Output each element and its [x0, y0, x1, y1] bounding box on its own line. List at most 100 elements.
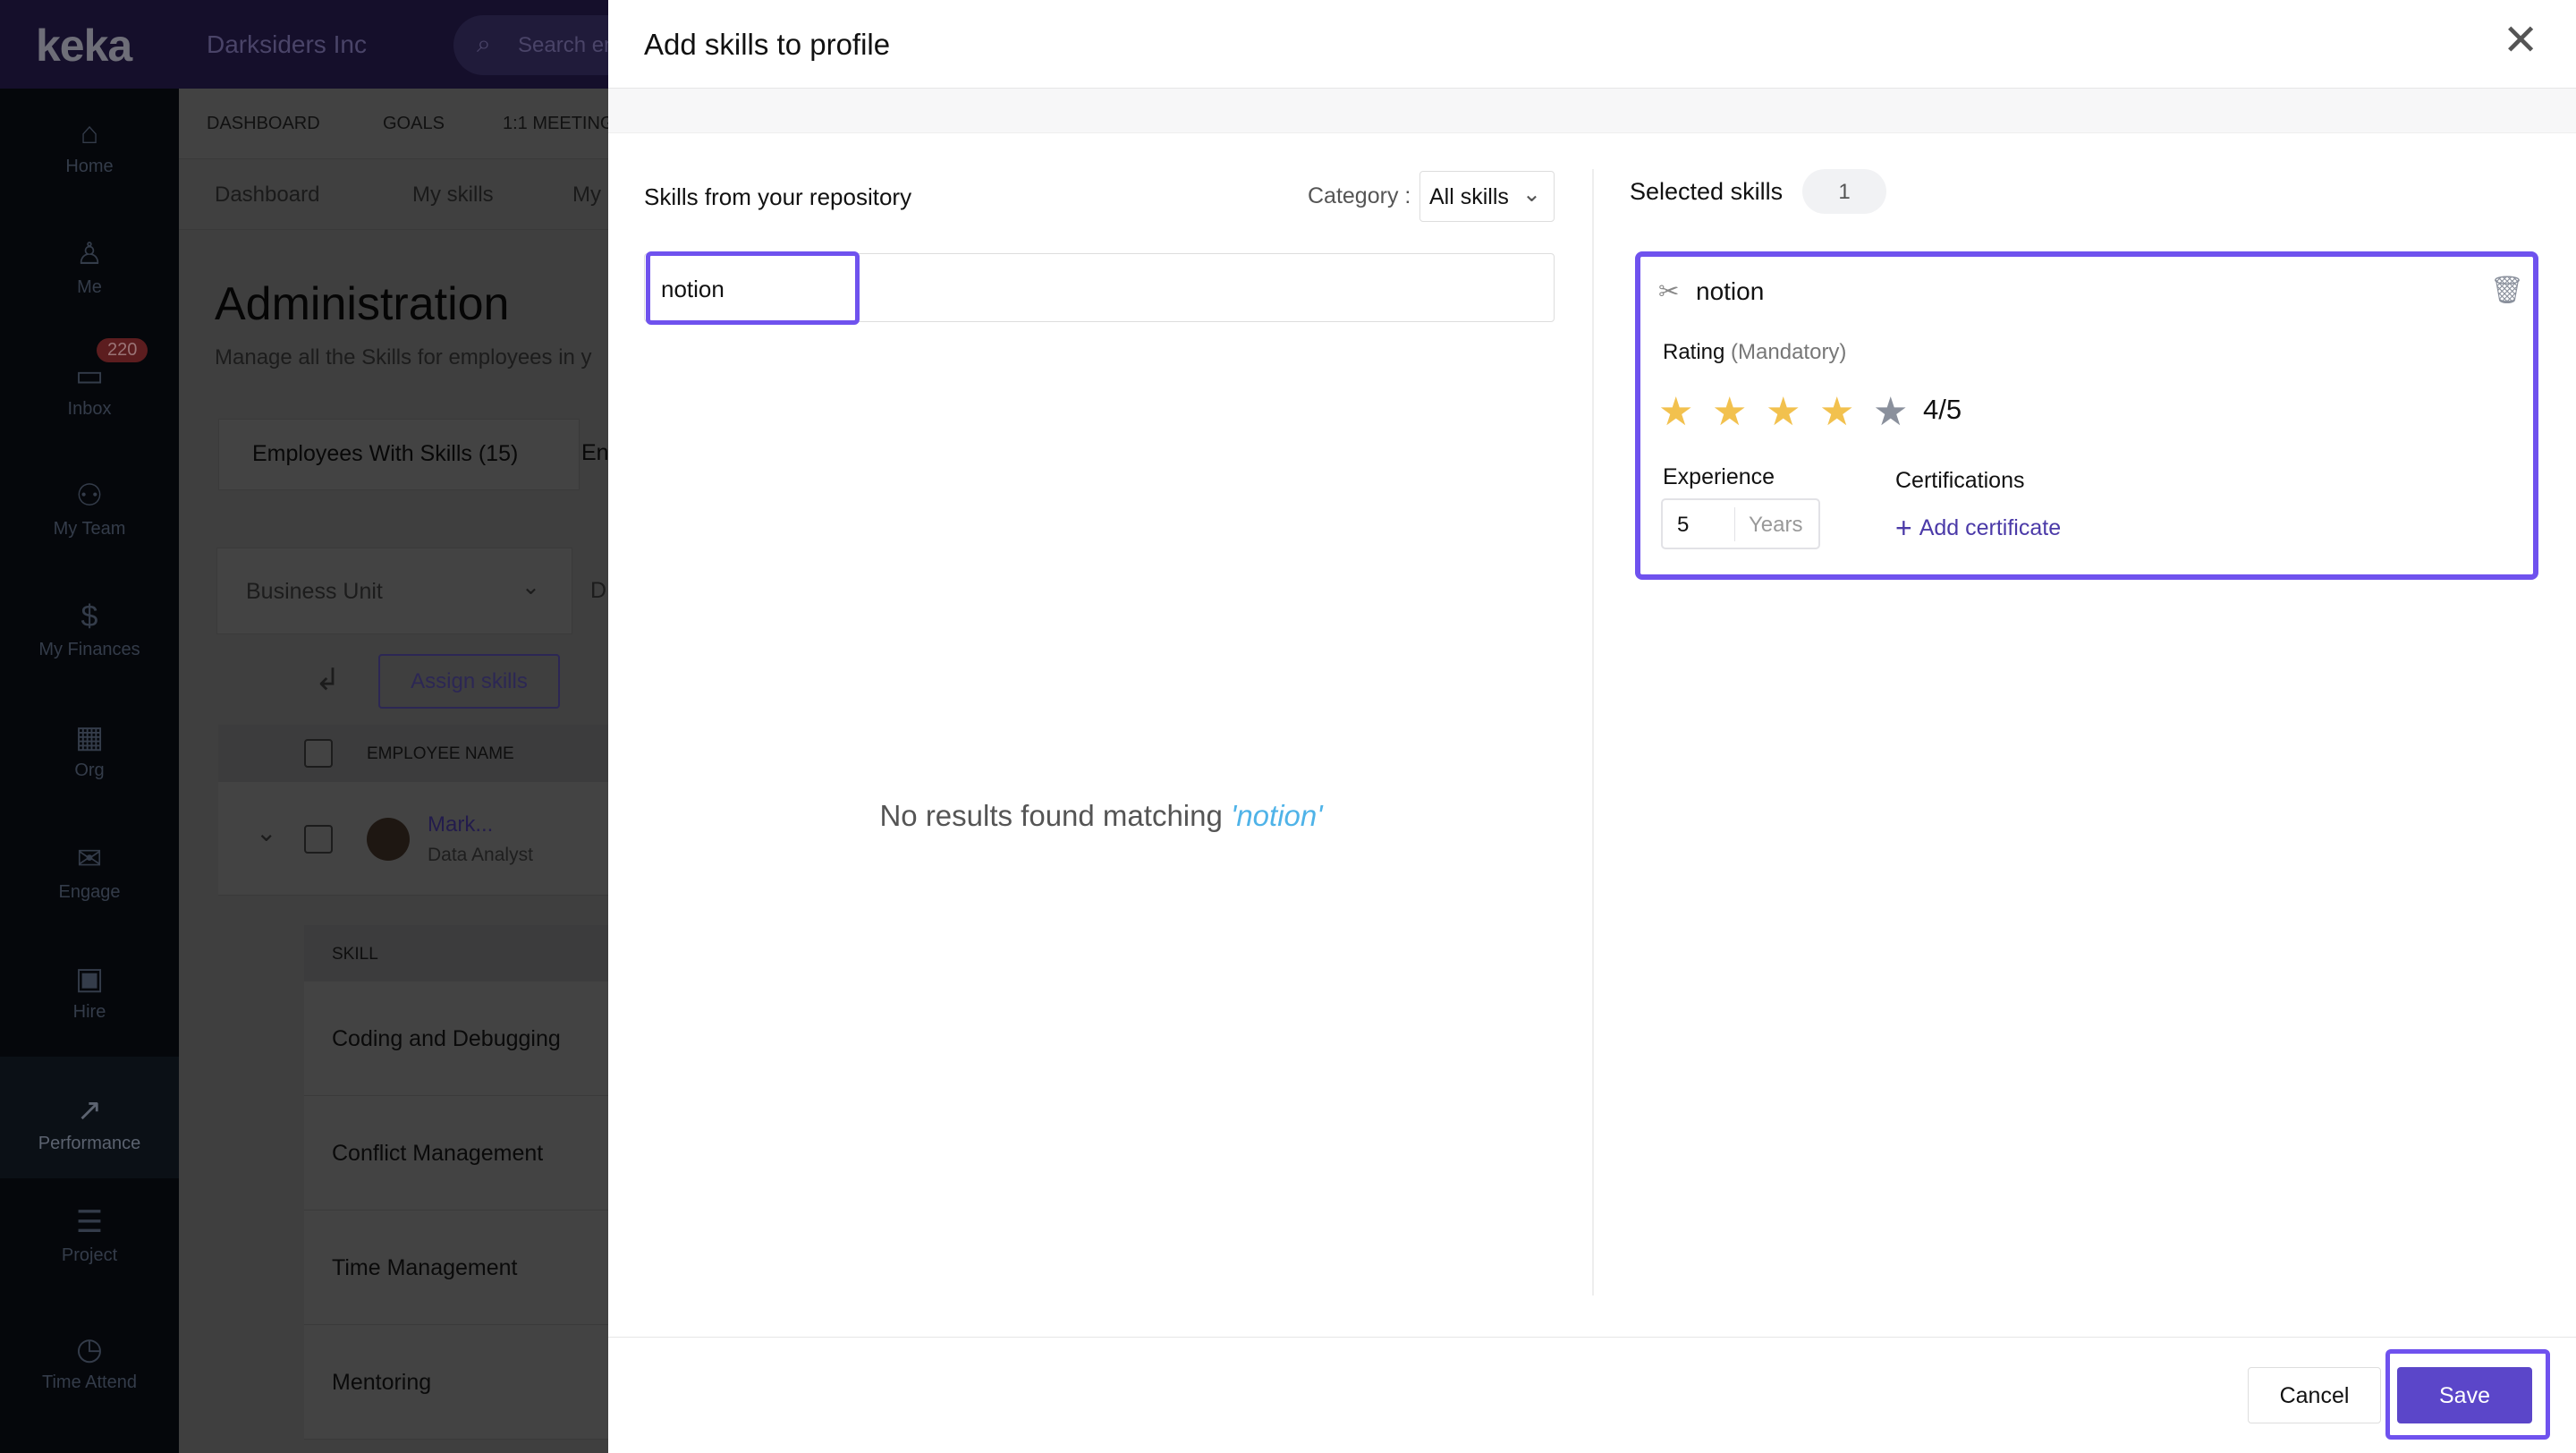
expand-chevron-icon[interactable]: ⌄ [256, 819, 277, 846]
second-filter[interactable]: D [590, 578, 607, 603]
keka-logo[interactable]: keka [36, 21, 132, 71]
filter-label: Business Unit [246, 579, 383, 604]
sidebar-item-home[interactable]: ⌂ Home [0, 116, 179, 177]
column-employee-name: EMPLOYEE NAME [367, 744, 514, 763]
add-certificate-text: Add certificate [1919, 515, 2062, 540]
avatar [367, 818, 410, 861]
tab-dashboard[interactable]: DASHBOARD [207, 114, 320, 133]
star-icon[interactable]: ★ [1819, 390, 1855, 434]
save-highlight [2385, 1349, 2550, 1440]
skill-header: SKILL [304, 925, 612, 981]
star-icon[interactable]: ★ [1712, 390, 1748, 434]
rating-label: Rating (Mandatory) [1663, 340, 1846, 365]
employee-role: Data Analyst [428, 845, 533, 865]
rating-note: (Mandatory) [1731, 340, 1847, 364]
sidebar-item-label: Performance [38, 1134, 141, 1153]
rating-value: 4/5 [1923, 394, 1962, 425]
save-button[interactable]: Save [2397, 1367, 2532, 1423]
sort-icon[interactable]: ↲ [315, 663, 341, 697]
search-placeholder: Search em [518, 33, 623, 57]
cancel-button[interactable]: Cancel [2248, 1367, 2381, 1423]
experience-label: Experience [1663, 464, 1775, 489]
sidebar-item-label: Me [77, 277, 102, 297]
sidebar-item-label: My Team [53, 519, 126, 539]
assign-skills-button[interactable]: Assign skills [378, 654, 560, 709]
tab-employees-with-skills[interactable]: Employees With Skills (15) [218, 419, 580, 490]
experience-input[interactable]: 5 Years [1661, 498, 1820, 549]
certifications-label: Certifications [1895, 468, 2025, 493]
no-results-text: No results found matching [879, 799, 1232, 832]
sidebar-item-label: Org [74, 760, 105, 780]
page-title: Administration [215, 278, 510, 330]
row-checkbox[interactable] [304, 825, 333, 854]
sidebar-item-label: Inbox [67, 399, 112, 419]
sidebar-item-time-attend[interactable]: ◷ Time Attend [0, 1331, 179, 1393]
sidebar-item-project[interactable]: ☰ Project [0, 1204, 179, 1266]
footer-divider [608, 1337, 2576, 1338]
user-icon: ♙ [75, 237, 104, 271]
tab-meeting[interactable]: 1:1 MEETING [503, 114, 614, 133]
selected-skill-card: ✂ notion 🗑 Rating (Mandatory) ★ ★ ★ ★ ★ 4/5 … [1635, 251, 2538, 580]
repository-label: Skills from your repository [644, 183, 912, 210]
sidebar-item-label: Home [65, 157, 114, 176]
modal-title: Add skills to profile [644, 28, 891, 61]
tools-icon: ✂ [1658, 277, 1680, 305]
sidebar [0, 89, 179, 1453]
sidebar-item-engage[interactable]: ✉ Engage [0, 841, 179, 903]
sidebar-item-my-finances[interactable]: $ My Finances [0, 599, 179, 660]
close-icon[interactable]: ✕ [2503, 17, 2539, 64]
sidebar-item-org[interactable]: ▦ Org [0, 719, 179, 781]
business-unit-filter[interactable]: Business Unit ⌄ [216, 548, 572, 634]
sidebar-item-label: Hire [72, 1002, 106, 1022]
category-dropdown[interactable]: All skills ⌄ [1419, 171, 1555, 222]
plus-icon: + [1895, 512, 1912, 544]
experience-value: 5 [1677, 513, 1690, 537]
star-rating[interactable]: ★ ★ ★ ★ ★ [1658, 389, 1927, 434]
rating-label-text: Rating [1663, 340, 1725, 364]
company-name: Darksiders Inc [207, 30, 367, 58]
sidebar-item-inbox[interactable]: ▭ Inbox [0, 358, 179, 420]
add-skills-modal: Add skills to profile ✕ Skills from your… [608, 0, 2576, 1453]
input-divider [1734, 507, 1735, 541]
no-results-query: 'notion' [1231, 799, 1323, 832]
table-row[interactable]: ⌄ Mark... Data Analyst [218, 782, 612, 896]
subtab-my[interactable]: My [572, 183, 601, 207]
sidebar-item-label: Time Attend [42, 1372, 137, 1392]
table-header: EMPLOYEE NAME [218, 725, 612, 782]
skill-name: notion [1696, 277, 1765, 305]
home-icon: ⌂ [80, 116, 99, 150]
trash-icon[interactable]: 🗑 [2490, 276, 2525, 305]
subtab-dashboard[interactable]: Dashboard [215, 183, 320, 207]
star-icon[interactable]: ★ [1658, 390, 1694, 434]
search-highlight[interactable]: notion [646, 251, 860, 325]
skill-row: Time Management [304, 1211, 612, 1325]
sidebar-item-hire[interactable]: ▣ Hire [0, 961, 179, 1023]
skill-row: Coding and Debugging [304, 981, 612, 1096]
selected-skills-label: Selected skills [1630, 178, 1784, 205]
clipboard-icon: ☰ [75, 1205, 104, 1239]
briefcase-icon: ▣ [74, 962, 105, 996]
employee-name[interactable]: Mark... [428, 812, 494, 837]
star-icon[interactable]: ★ [1873, 390, 1909, 434]
building-icon: ▦ [74, 720, 105, 754]
chat-icon: ✉ [76, 842, 103, 876]
subtab-my-skills[interactable]: My skills [412, 183, 494, 207]
star-icon[interactable]: ★ [1766, 390, 1801, 434]
modal-strip [608, 89, 2576, 133]
sidebar-item-label: My Finances [38, 640, 140, 659]
sidebar-item-performance[interactable]: ↗ Performance [0, 1057, 179, 1178]
sidebar-item-label: Engage [58, 882, 121, 902]
sidebar-item-me[interactable]: ♙ Me [0, 236, 179, 298]
divider [1592, 169, 1594, 1296]
add-certificate-link[interactable]: + Add certificate [1895, 512, 2061, 545]
team-icon: ⚇ [75, 479, 104, 513]
skill-row: Conflict Management [304, 1096, 612, 1211]
select-all-checkbox[interactable] [304, 739, 333, 768]
tab-second[interactable]: En [581, 440, 609, 465]
inbox-icon: ▭ [74, 359, 105, 393]
chevron-down-icon: ⌄ [521, 574, 540, 599]
tab-goals[interactable]: GOALS [383, 114, 445, 133]
selected-count-badge: 1 [1802, 169, 1886, 214]
skill-search-input[interactable] [644, 253, 1555, 322]
sidebar-item-my-team[interactable]: ⚇ My Team [0, 478, 179, 540]
